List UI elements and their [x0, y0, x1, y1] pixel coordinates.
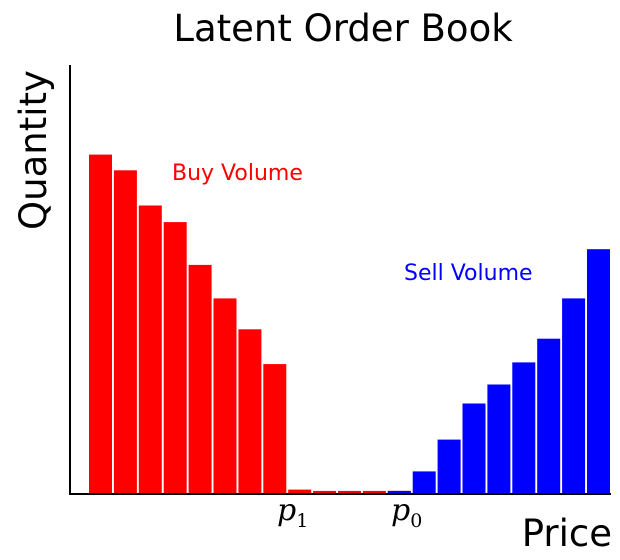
buy-bar-11	[362, 490, 386, 493]
y-axis-label: Quantity	[12, 70, 55, 230]
sell-bar-16	[487, 384, 511, 493]
buy-bar-0	[89, 154, 112, 493]
x-tick-p1-base: p	[277, 493, 296, 528]
sell-bar-17	[512, 362, 536, 493]
sell-volume-label: Sell Volume	[404, 261, 533, 286]
buy-bar-2	[138, 205, 162, 493]
x-axis-label: Price	[522, 512, 612, 555]
x-tick-p0-base: p	[391, 493, 410, 528]
buy-bar-3	[163, 222, 187, 493]
buy-bar-6	[238, 329, 262, 493]
sell-bar-18	[537, 338, 561, 493]
sell-bar-15	[462, 403, 486, 493]
chart-title: Latent Order Book	[173, 7, 513, 50]
sell-bar-19	[562, 298, 586, 493]
buy-bar-4	[188, 264, 212, 493]
bars-group	[89, 154, 610, 494]
sell-bar-14	[437, 439, 461, 493]
x-tick-p0: p0	[391, 493, 422, 532]
buy-bar-10	[338, 490, 361, 493]
buy-volume-label: Buy Volume	[172, 161, 303, 186]
x-tick-p1-sub: 1	[296, 510, 308, 532]
sell-bar-12	[387, 490, 411, 493]
buy-bar-8	[288, 489, 312, 493]
buy-bar-9	[313, 490, 337, 493]
buy-bar-5	[213, 298, 237, 493]
buy-bar-7	[263, 364, 287, 493]
sell-bar-13	[412, 471, 436, 493]
x-tick-p1: p1	[277, 493, 308, 532]
sell-bar-20	[587, 249, 610, 493]
buy-bar-1	[113, 170, 137, 494]
x-tick-p0-sub: 0	[410, 510, 422, 532]
